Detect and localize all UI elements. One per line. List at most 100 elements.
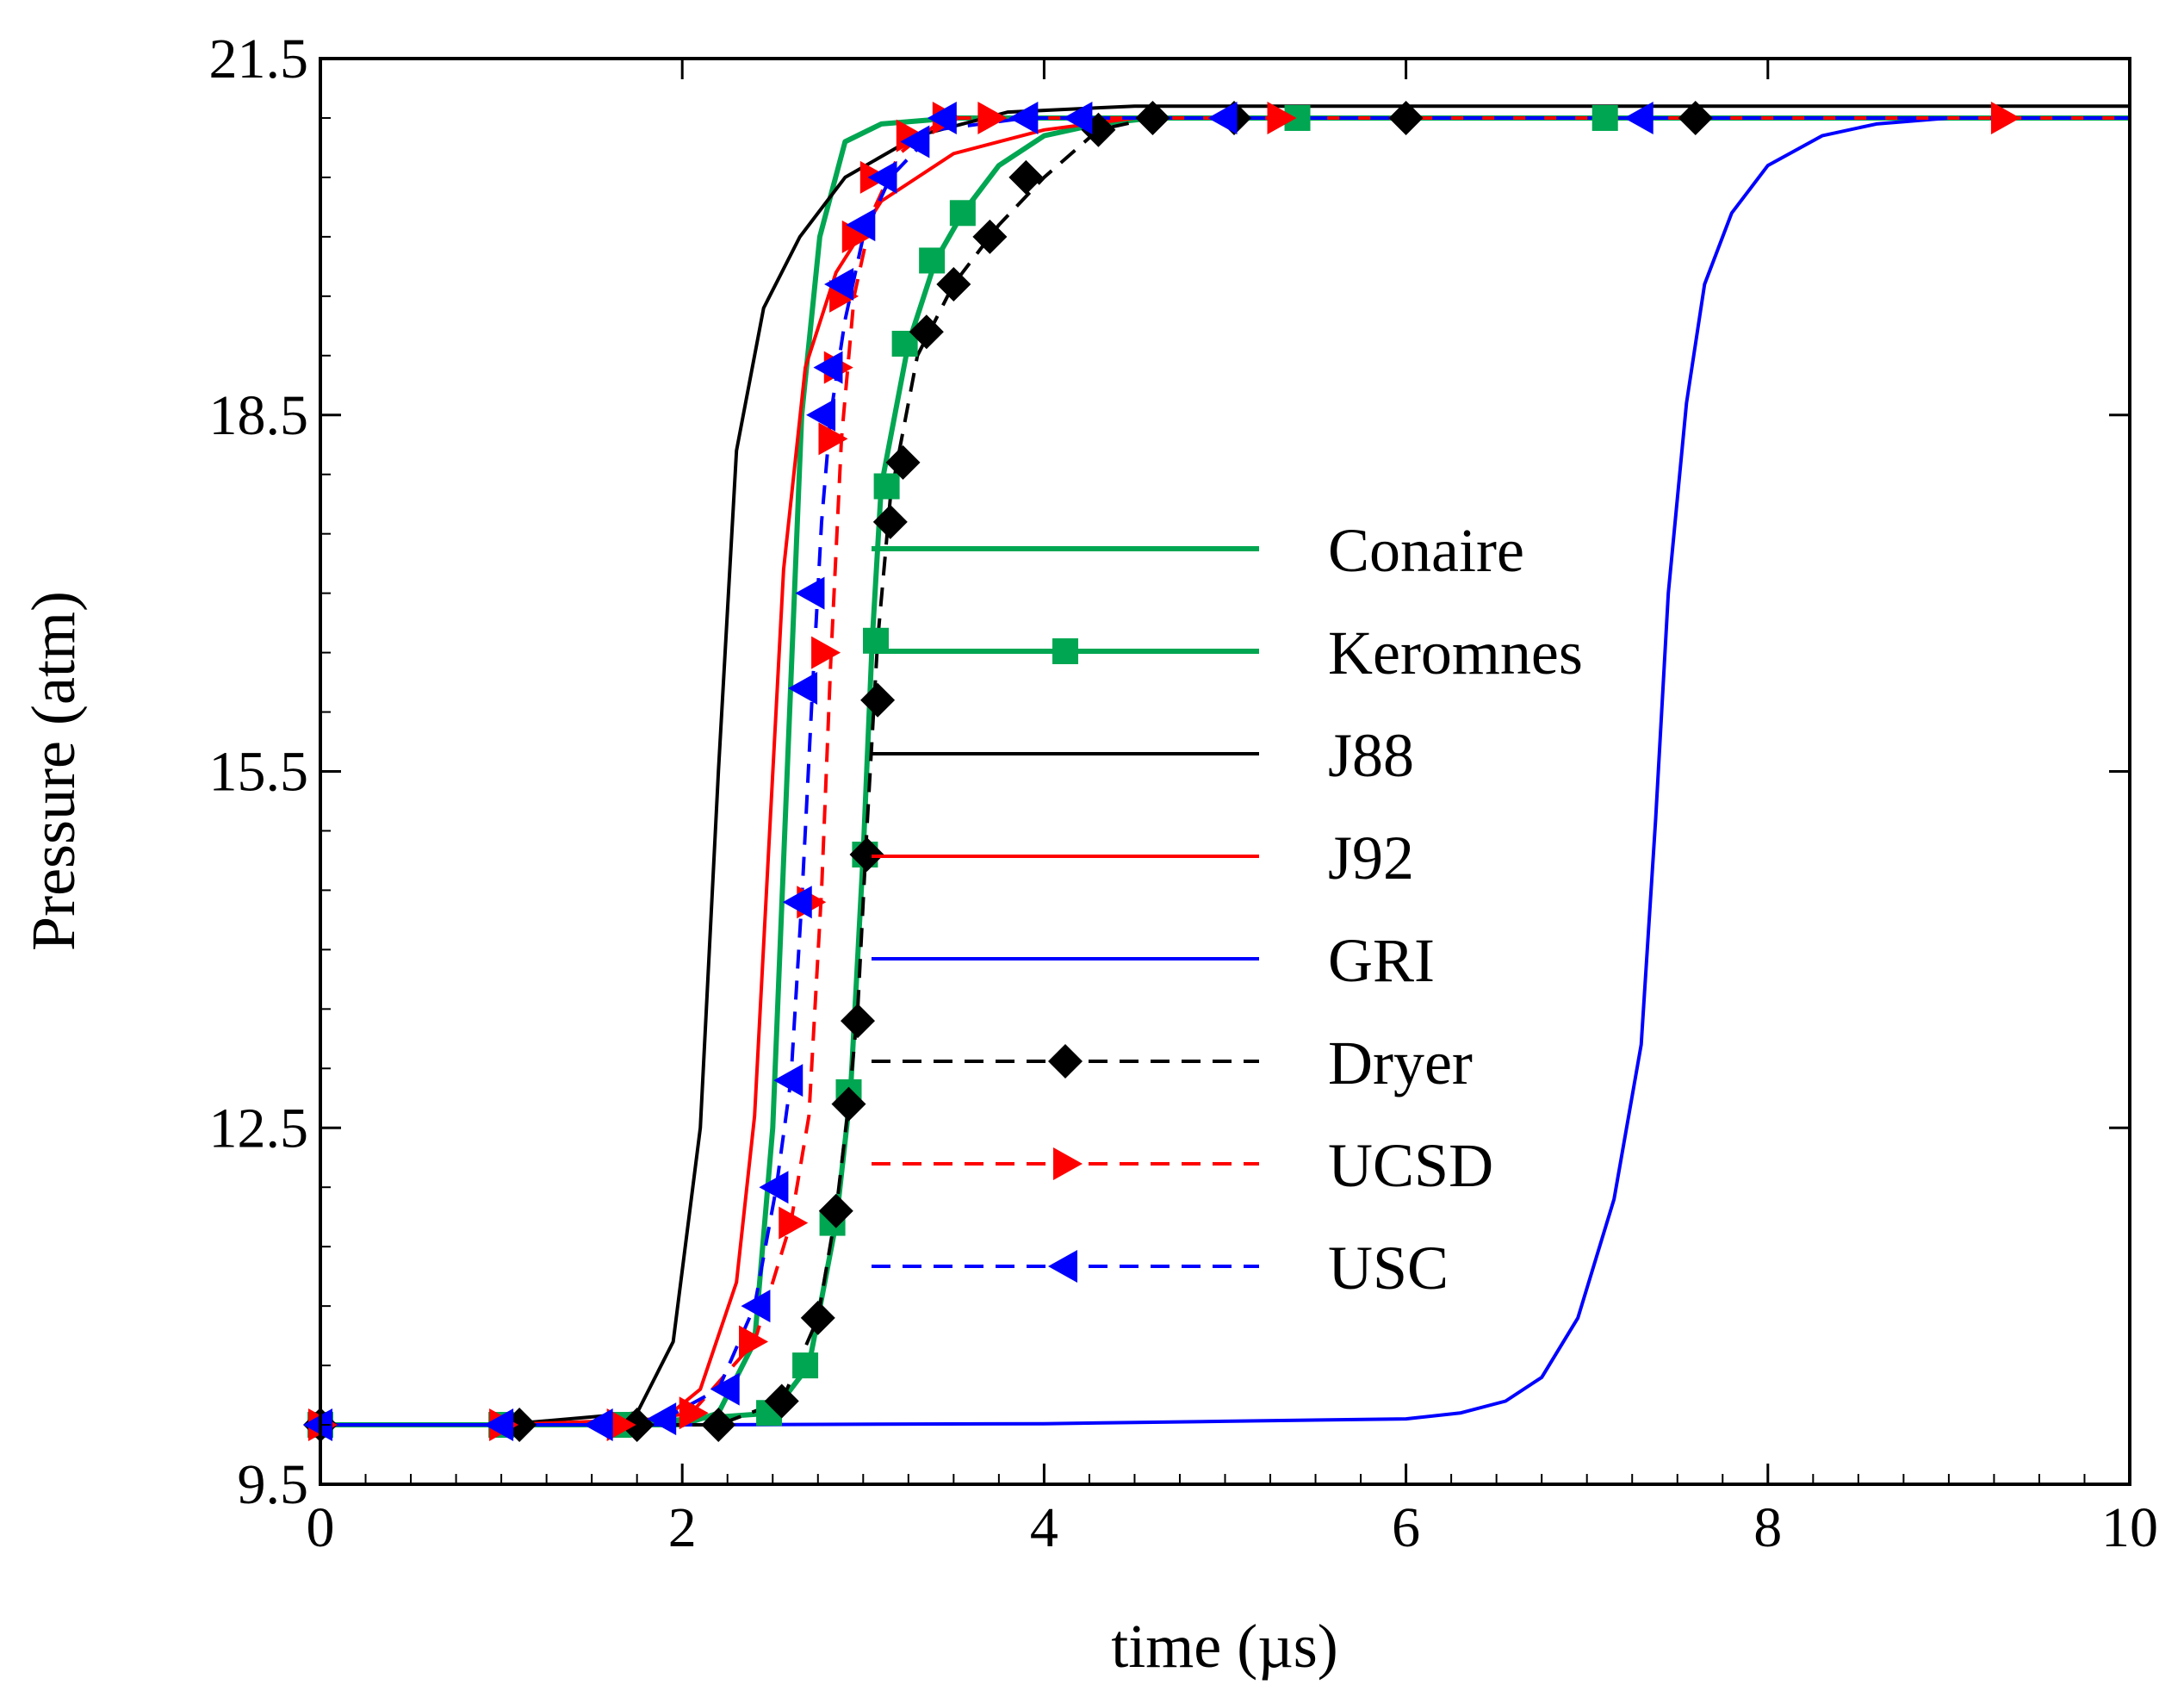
series-line-dryer [320, 116, 2130, 1427]
marker-dryer [972, 219, 1008, 254]
marker-usc [583, 1408, 613, 1442]
marker-keromnes [873, 473, 900, 500]
marker-usc [824, 268, 854, 302]
marker-usc [846, 208, 876, 242]
series-line-ucsd [320, 116, 2130, 1427]
y-tick-label: 9.5 [238, 1453, 309, 1516]
marker-dryer [1008, 159, 1044, 195]
marker-ucsd [811, 636, 841, 669]
marker-dryer [619, 1408, 655, 1443]
marker-usc [788, 671, 818, 705]
marker-dryer [818, 1193, 853, 1228]
y-tick-label: 18.5 [209, 384, 309, 447]
marker-ucsd [779, 1206, 809, 1240]
marker-keromnes [1591, 104, 1618, 131]
legend-entry-conaire: Conaire [872, 516, 1524, 585]
legend-label: Keromnes [1328, 619, 1583, 687]
marker-dryer [860, 682, 896, 718]
legend-marker-ucsd [1053, 1147, 1083, 1180]
marker-dryer [1135, 100, 1170, 135]
marker-dryer [936, 267, 971, 302]
marker-usc [710, 1372, 740, 1406]
marker-dryer [800, 1300, 835, 1335]
marker-ucsd [841, 220, 872, 253]
series-line-usc [320, 116, 2130, 1427]
marker-keromnes [792, 1352, 819, 1379]
legend-label: GRI [1328, 926, 1435, 995]
y-tick-label: 21.5 [209, 28, 309, 90]
x-tick-label: 8 [1753, 1496, 1782, 1559]
legend-entry-j88: J88 [872, 721, 1414, 790]
marker-usc [806, 398, 836, 432]
marker-usc [773, 1064, 803, 1097]
marker-usc [795, 576, 825, 610]
marker-dryer [701, 1408, 736, 1443]
series-layer [320, 104, 2130, 1427]
legend-marker-dryer [1048, 1044, 1083, 1079]
marker-dryer [1678, 100, 1713, 135]
tick-layer: 0 2 4 6 8 10 9.5 12.5 15.5 18.5 21.5 [209, 28, 2159, 1559]
marker-usc [1008, 101, 1039, 134]
legend-entry-gri: GRI [872, 926, 1435, 995]
marker-ucsd [739, 1325, 769, 1358]
marker-dryer [872, 504, 908, 539]
legend-label: Conaire [1328, 516, 1524, 585]
legend: Conaire Keromnes J88 J92 GRI Dryer UCSD USC [872, 516, 1583, 1302]
marker-usc [741, 1290, 771, 1323]
series-line-gri [320, 116, 2130, 1427]
series-line-j88 [320, 104, 2130, 1427]
legend-label: UCSD [1328, 1131, 1493, 1200]
marker-usc [927, 101, 957, 134]
x-tick-label: 0 [307, 1496, 335, 1559]
marker-ucsd [1990, 101, 2020, 134]
marker-dryer [764, 1383, 799, 1419]
x-tick-label: 10 [2101, 1496, 2158, 1559]
marker-ucsd [606, 1408, 636, 1442]
marker-dryer [840, 1004, 875, 1039]
legend-entry-dryer: Dryer [872, 1029, 1473, 1097]
marker-keromnes [919, 247, 946, 274]
series-line-conaire [320, 115, 2130, 1427]
legend-marker-usc [1048, 1250, 1077, 1283]
marker-dryer [849, 837, 884, 873]
legend-entry-keromnes: Keromnes [872, 619, 1583, 687]
marker-usc [813, 351, 843, 384]
plot-frame [319, 57, 2131, 1486]
marker-usc [1623, 101, 1654, 134]
marker-usc [303, 1408, 332, 1442]
marker-usc [900, 125, 930, 159]
marker-ucsd [679, 1396, 709, 1430]
marker-ucsd [977, 101, 1008, 134]
marker-ucsd [818, 422, 848, 456]
legend-marker-keromnes [1052, 638, 1078, 664]
legend-entry-usc: USC [872, 1234, 1449, 1302]
marker-usc [647, 1402, 677, 1436]
legend-entry-ucsd: UCSD [872, 1131, 1493, 1200]
marker-usc [759, 1171, 789, 1204]
marker-usc [782, 886, 812, 919]
x-tick-label: 2 [668, 1496, 697, 1559]
legend-label: Dryer [1328, 1029, 1473, 1097]
marker-keromnes [949, 200, 976, 227]
y-tick-label: 12.5 [209, 1097, 309, 1159]
y-axis-title: Pressure (atm) [19, 591, 88, 951]
y-tick-label: 15.5 [209, 741, 309, 804]
marker-dryer [909, 314, 944, 350]
legend-label: J92 [1328, 824, 1414, 892]
marker-layer [303, 100, 2020, 1443]
x-tick-label: 6 [1392, 1496, 1420, 1559]
marker-usc [867, 160, 897, 194]
marker-dryer [885, 445, 921, 480]
legend-entry-j92: J92 [872, 824, 1414, 892]
series-line-keromnes [320, 115, 2130, 1427]
series-line-j92 [320, 116, 2130, 1427]
legend-label: USC [1328, 1234, 1449, 1302]
marker-ucsd [1267, 101, 1297, 134]
legend-label: J88 [1328, 721, 1414, 790]
marker-dryer [1388, 100, 1424, 135]
x-tick-label: 4 [1030, 1496, 1058, 1559]
marker-usc [1063, 101, 1093, 134]
marker-usc [1207, 101, 1238, 134]
marker-usc [484, 1408, 514, 1442]
